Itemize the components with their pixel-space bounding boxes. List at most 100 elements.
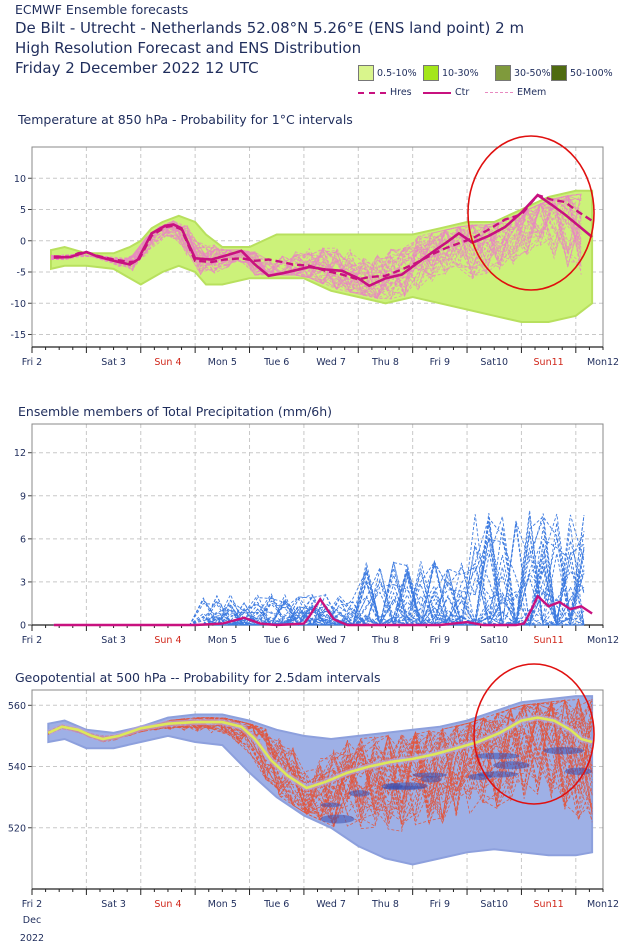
geo-core-2: [412, 772, 448, 778]
precip-xlabel-8: Sat10: [480, 635, 508, 646]
geo-xlabel-3: Mon 5: [208, 899, 237, 910]
temp-xlabel-10: Mon12: [587, 357, 619, 368]
precip-member-20: [53, 562, 585, 626]
geo-highlight-circle: [473, 663, 595, 805]
geo-core-5: [420, 776, 442, 783]
geo-core-7: [493, 761, 530, 770]
geo-core-10: [477, 771, 519, 778]
precip-member-26: [53, 531, 585, 626]
temp-member-34: [50, 195, 582, 290]
geo-core-6: [386, 782, 428, 790]
geo-xlabel-4: Tue 6: [263, 899, 289, 910]
legend-swatch-3: [495, 65, 511, 81]
legend-swatch-1: [358, 65, 374, 81]
temp-ytick-label-0: 10: [14, 174, 26, 185]
precip-member-31: [53, 516, 585, 627]
precip-xlabel-2: Sun 4: [154, 635, 181, 646]
temp-ytick-label-1: 5: [20, 205, 26, 216]
legend-emem: EMem: [485, 87, 546, 98]
geo-ctr-line: [47, 716, 593, 790]
legend-label-1: 0.5-10%: [377, 67, 417, 79]
legend-emem-line: [485, 92, 513, 93]
temp-xlabel-3: Mon 5: [208, 357, 237, 368]
geo-xlabel-2: Sun 4: [154, 899, 181, 910]
temp-xlabel-7: Fri 9: [430, 357, 450, 368]
geopotential-chart-title: Geopotential at 500 hPa -- Probability f…: [15, 670, 381, 685]
header-date: Friday 2 December 2022 12 UTC: [15, 59, 259, 77]
precip-member-18: [53, 515, 585, 626]
geo-xlabel-8: Sat10: [480, 899, 508, 910]
geo-ytick-label-0: 560: [8, 701, 26, 712]
legend: 0.5-10% 10-30% 30-50% 50-100% Hres Ctr E…: [355, 64, 620, 104]
precip-member-24: [53, 538, 585, 627]
geo-ytick-label-1: 540: [8, 762, 26, 773]
geo-member-14: [48, 701, 593, 815]
precipitation-chart-title: Ensemble members of Total Precipitation …: [18, 404, 333, 419]
precip-xlabel-7: Fri 9: [430, 635, 450, 646]
geo-member-33: [48, 698, 593, 821]
geo-member-7: [48, 699, 593, 827]
temp-xlabel-2: Sun 4: [154, 357, 181, 368]
temp-member-10: [50, 193, 582, 299]
geo-core-13: [348, 790, 370, 797]
legend-label-2: 10-30%: [442, 67, 479, 79]
legend-label-3: 30-50%: [514, 67, 551, 79]
legend-hres-line: [358, 91, 386, 94]
precip-ctr-line: [53, 594, 593, 627]
temp-xlabel-9: Sun11: [534, 357, 564, 368]
geo-xlabel-0: Fri 2: [22, 899, 42, 910]
geo-member-32: [48, 703, 593, 830]
legend-label-hres: Hres: [390, 87, 412, 98]
temp-xlabel-4: Tue 6: [263, 357, 289, 368]
precip-member-29: [53, 546, 585, 626]
geo-ytick-label-2: 520: [8, 823, 26, 834]
geo-date-year: 2022: [20, 933, 44, 944]
legend-ctr: Ctr: [423, 87, 469, 98]
legend-hres: Hres: [358, 87, 412, 98]
geo-core-0: [543, 747, 584, 755]
geo-xlabel-9: Sun11: [534, 899, 564, 910]
temp-xlabel-1: Sat 3: [101, 357, 126, 368]
legend-box-4: 50-100%: [551, 65, 613, 81]
legend-label-emem: EMem: [517, 87, 547, 98]
geo-xlabel-1: Sat 3: [101, 899, 126, 910]
temp-ctr-line: [53, 193, 593, 288]
header-location: De Bilt - Utrecht - Netherlands 52.08°N …: [15, 19, 525, 37]
precip-xlabel-6: Thu 8: [371, 635, 399, 646]
precip-member-34: [53, 547, 585, 626]
precip-xlabel-3: Mon 5: [208, 635, 237, 646]
precip-ytick-label-0: 12: [14, 448, 26, 459]
legend-swatch-4: [551, 65, 567, 81]
header-line-1: ECMWF Ensemble forecasts: [15, 2, 189, 17]
temp-member-9: [50, 193, 582, 299]
geo-xlabel-6: Thu 8: [371, 899, 399, 910]
geo-member-37: [48, 716, 593, 815]
temp-highlight-circle: [467, 135, 595, 291]
temp-ytick-label-2: 0: [20, 236, 26, 247]
geo-core-9: [474, 752, 520, 760]
temp-member-28: [50, 197, 582, 297]
temperature-chart-title: Temperature at 850 hPa - Probability for…: [18, 112, 353, 127]
precip-member-27: [53, 538, 585, 626]
precip-xlabel-5: Wed 7: [316, 635, 346, 646]
legend-label-ctr: Ctr: [455, 87, 470, 98]
header-subtitle: High Resolution Forecast and ENS Distrib…: [15, 39, 362, 57]
temp-member-43: [50, 203, 582, 298]
precip-member-12: [53, 525, 585, 627]
temp-member-44: [50, 195, 582, 294]
precip-member-30: [53, 515, 584, 627]
precip-ytick-label-1: 9: [20, 491, 26, 502]
precip-xlabel-10: Mon12: [587, 635, 619, 646]
temp-member-36: [50, 194, 582, 290]
precip-member-35: [53, 533, 585, 626]
legend-ctr-line: [423, 91, 451, 94]
precip-member-36: [53, 553, 585, 626]
geo-xlabel-7: Fri 9: [430, 899, 450, 910]
precip-ytick-label-2: 6: [20, 534, 26, 545]
geo-xlabel-5: Wed 7: [316, 899, 346, 910]
precip-ytick-label-4: 0: [20, 621, 26, 632]
temp-ytick-label-4: -10: [10, 299, 26, 310]
precip-ytick-label-3: 3: [20, 577, 26, 588]
temp-member-15: [50, 203, 582, 300]
